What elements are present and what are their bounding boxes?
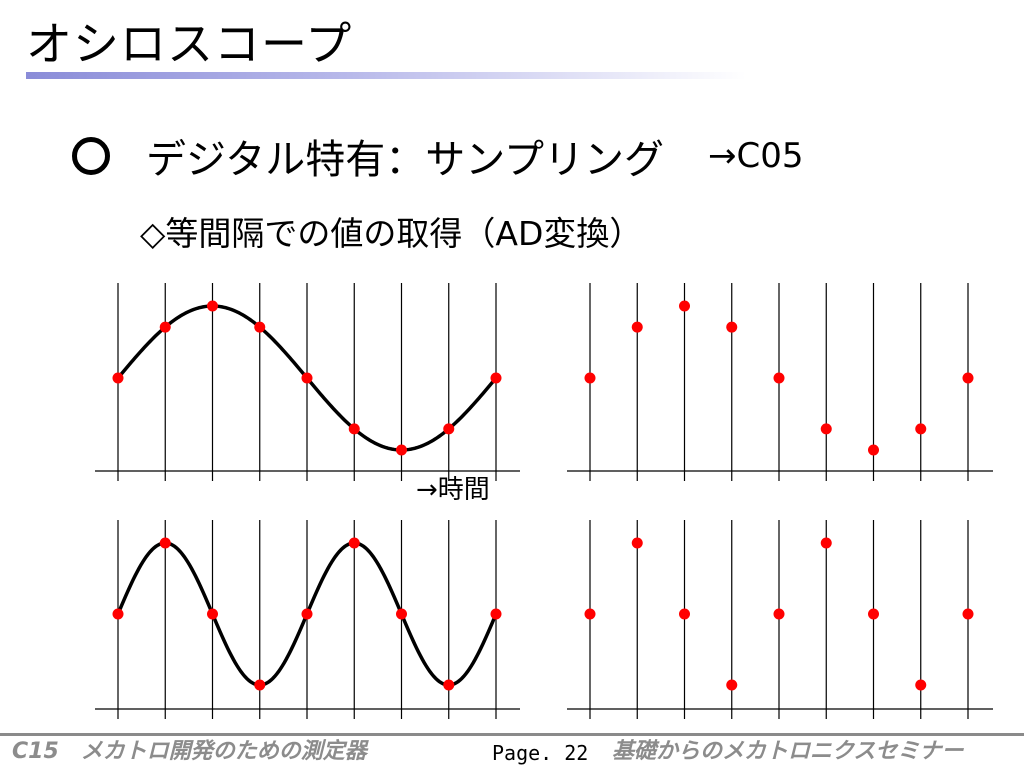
- subheading: ◇等間隔での値の取得（AD変換）: [140, 214, 643, 253]
- sample-point: [820, 537, 832, 549]
- heading-text: デジタル特有：サンプリング: [146, 137, 664, 183]
- sample-point: [584, 372, 596, 384]
- sample-point: [490, 372, 502, 384]
- footer-page-number: Page. 22: [492, 741, 589, 765]
- footer-course-title: C15 メカトロ開発のための測定器: [12, 739, 367, 764]
- sample-point: [915, 679, 927, 691]
- sample-point: [159, 321, 171, 333]
- sample-point: [915, 423, 927, 435]
- sample-point: [490, 608, 502, 620]
- sample-point: [348, 423, 360, 435]
- circle-bullet-icon: [72, 137, 110, 175]
- sample-point: [726, 321, 738, 333]
- footer-seminar-title: 基礎からのメカトロニクスセミナー: [612, 739, 964, 764]
- sample-point: [207, 608, 218, 620]
- sample-point: [443, 679, 455, 691]
- sample-point: [679, 300, 690, 312]
- sample-point: [631, 321, 643, 333]
- sample-point: [962, 608, 974, 620]
- sample-point: [396, 608, 407, 620]
- sample-point: [112, 608, 124, 620]
- main-heading: デジタル特有：サンプリング →C05: [72, 128, 804, 184]
- sample-point: [396, 444, 407, 456]
- sample-point: [112, 372, 124, 384]
- sample-point: [962, 372, 974, 384]
- sample-point: [773, 608, 785, 620]
- sample-point: [254, 679, 266, 691]
- sample-point: [631, 537, 643, 549]
- slide-title: オシロスコープ: [26, 17, 353, 71]
- sample-point: [348, 537, 360, 549]
- heading-reference: →C05: [708, 136, 804, 176]
- sample-point: [868, 444, 879, 456]
- time-axis-label: →時間: [416, 475, 490, 505]
- sample-point: [679, 608, 690, 620]
- sample-point: [301, 372, 313, 384]
- title-underline: [26, 72, 746, 79]
- sample-point: [584, 608, 596, 620]
- sample-point: [726, 679, 738, 691]
- sample-point: [820, 423, 832, 435]
- sample-point: [868, 608, 879, 620]
- footer-divider: [0, 733, 1024, 736]
- sample-point: [301, 608, 313, 620]
- sample-point: [443, 423, 455, 435]
- sample-point: [207, 300, 218, 312]
- sample-point: [773, 372, 785, 384]
- sample-point: [159, 537, 171, 549]
- sample-point: [254, 321, 266, 333]
